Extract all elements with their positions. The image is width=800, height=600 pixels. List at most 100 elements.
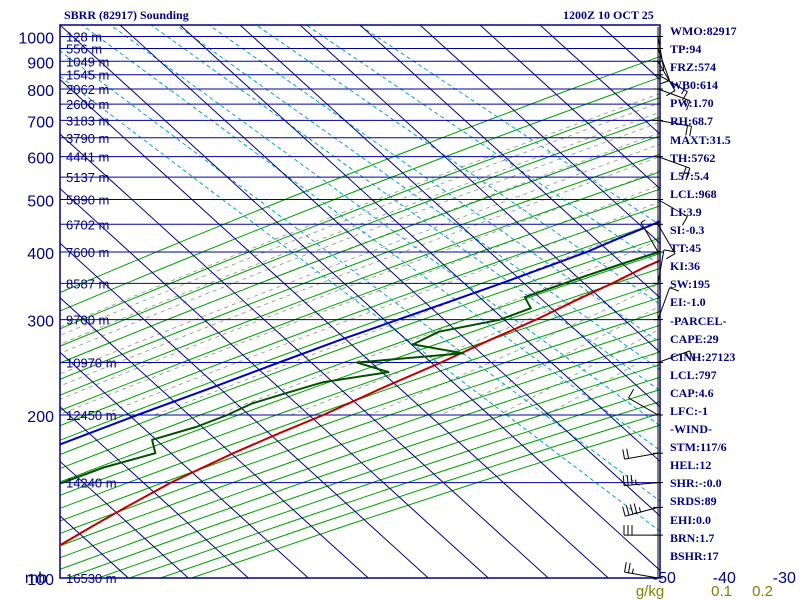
dry-adiabat-line [60, 221, 660, 441]
height-label: 1545 m [66, 68, 109, 83]
dry-adiabat-line [60, 96, 660, 330]
isotherm-line [479, 25, 660, 190]
wind-profile [622, 27, 694, 579]
wind-barb [628, 389, 659, 416]
index-item: WMO:82917 [670, 24, 737, 38]
isotherms [60, 25, 660, 578]
dry-adiabat-line [60, 171, 660, 396]
height-label: 6702 m [66, 217, 109, 232]
temperature-tick-label: -40 [713, 570, 736, 587]
mixing-ratio-line [81, 25, 660, 452]
dry-adiabat-line [60, 311, 660, 522]
isotherm-line [60, 78, 609, 578]
index-item: -PARCEL- [670, 313, 727, 328]
dry-adiabat-line [60, 237, 660, 456]
height-label: 10970 m [66, 356, 117, 371]
mixing-ratio-tick-label: 0.1 [711, 583, 732, 600]
index-item: -WIND- [670, 422, 712, 437]
pressure-tick-label: 400 [27, 246, 54, 263]
height-label: 9700 m [66, 313, 109, 328]
pressure-tick-label: 300 [27, 314, 54, 331]
wind-barb [623, 525, 658, 536]
index-item: WB0:614 [670, 78, 718, 93]
dry-adiabat-line [60, 297, 660, 509]
dry-adiabat-line [60, 267, 660, 483]
index-item: TT:45 [670, 241, 702, 256]
wind-barb [622, 503, 659, 517]
mixing-ratio-line [60, 50, 660, 502]
height-label: 2062 m [66, 82, 109, 97]
index-item: TP:94 [670, 42, 702, 57]
mixing-ratio-line [306, 25, 660, 266]
pressure-tick-label: 600 [27, 151, 54, 168]
moist-adiabat-line [60, 102, 660, 336]
wind-barb [657, 88, 691, 111]
height-label: 3183 m [66, 113, 109, 128]
index-item: L57:5.4 [670, 168, 709, 183]
isotherm-line [60, 187, 489, 578]
index-item: SI:-0.3 [670, 223, 705, 238]
index-item: STM:117/6 [670, 440, 727, 455]
isotherm-line [60, 297, 369, 578]
index-item: CAP:4.6 [670, 385, 714, 400]
isotherm-line [60, 406, 249, 578]
index-item: SW:195 [670, 277, 711, 292]
moist-adiabat-line [60, 156, 660, 387]
moist-adiabat-line [60, 184, 660, 415]
index-item: CAPE:29 [670, 331, 719, 346]
mixing-ratio-tick-label: 0.2 [752, 583, 773, 600]
pressure-axis-label: mb [25, 570, 47, 587]
pressure-tick-label: 1000 [18, 31, 54, 48]
wind-barb [657, 119, 692, 137]
wind-barb [657, 36, 665, 72]
isobars [60, 36, 660, 578]
height-label: 8587 m [66, 276, 109, 291]
index-item: FRZ:574 [670, 60, 716, 75]
height-label: 5890 m [66, 193, 109, 208]
isotherm-line [359, 25, 660, 299]
index-item: LCL:968 [670, 186, 717, 201]
dewpoint-line [60, 249, 660, 485]
height-label: 1049 m [66, 54, 109, 69]
index-item: LI:3.9 [670, 204, 702, 219]
mixing-ratio-line [255, 25, 660, 305]
height-label: 2606 m [66, 97, 109, 112]
isotherm-line [60, 242, 429, 578]
moist-adiabat-line [60, 93, 660, 328]
wind-barb [657, 61, 676, 97]
height-label: 7600 m [66, 245, 109, 260]
index-item: PW:1.70 [670, 96, 714, 111]
dry-adiabat-line [60, 252, 660, 470]
moist-adiabat-line [60, 111, 660, 345]
mixing-ratio-line [175, 25, 660, 371]
mixing-ratio-line [208, 25, 660, 343]
indices-panel: WMO:82917 TP:94 FRZ:574 WB0:614 PW:1.70 RH:68… [670, 22, 798, 565]
dry-adiabat-line [60, 351, 660, 559]
index-item: LFC:-1 [670, 403, 708, 418]
index-item: BSHR:17 [670, 548, 719, 563]
dry-adiabat-line [60, 324, 660, 535]
dry-adiabat-line [60, 188, 660, 412]
wind-barb [657, 199, 688, 226]
mixing-ratio-lines [60, 25, 660, 532]
isotherm-line [119, 25, 660, 517]
pressure-tick-label: 900 [27, 55, 54, 72]
isotherm-line [419, 25, 660, 244]
wind-barb [657, 249, 674, 284]
index-item: MAXT:31.5 [670, 132, 731, 147]
mixing-ratio-unit-label: g/kg [636, 583, 664, 600]
wind-barb [624, 562, 659, 579]
pressure-tick-label: 500 [27, 194, 54, 211]
wind-barb [657, 48, 671, 85]
temperature-tick-label: -30 [773, 570, 796, 587]
isotherm-line [299, 25, 660, 353]
isotherm-line [60, 133, 549, 578]
wind-barb [657, 287, 680, 320]
pressure-tick-label: 800 [27, 83, 54, 100]
dry-adiabat-line [60, 55, 660, 294]
sounding-series [60, 220, 660, 547]
temperature-line [60, 259, 660, 547]
dry-adiabat-line [60, 153, 660, 380]
height-label: 3790 m [66, 131, 109, 146]
